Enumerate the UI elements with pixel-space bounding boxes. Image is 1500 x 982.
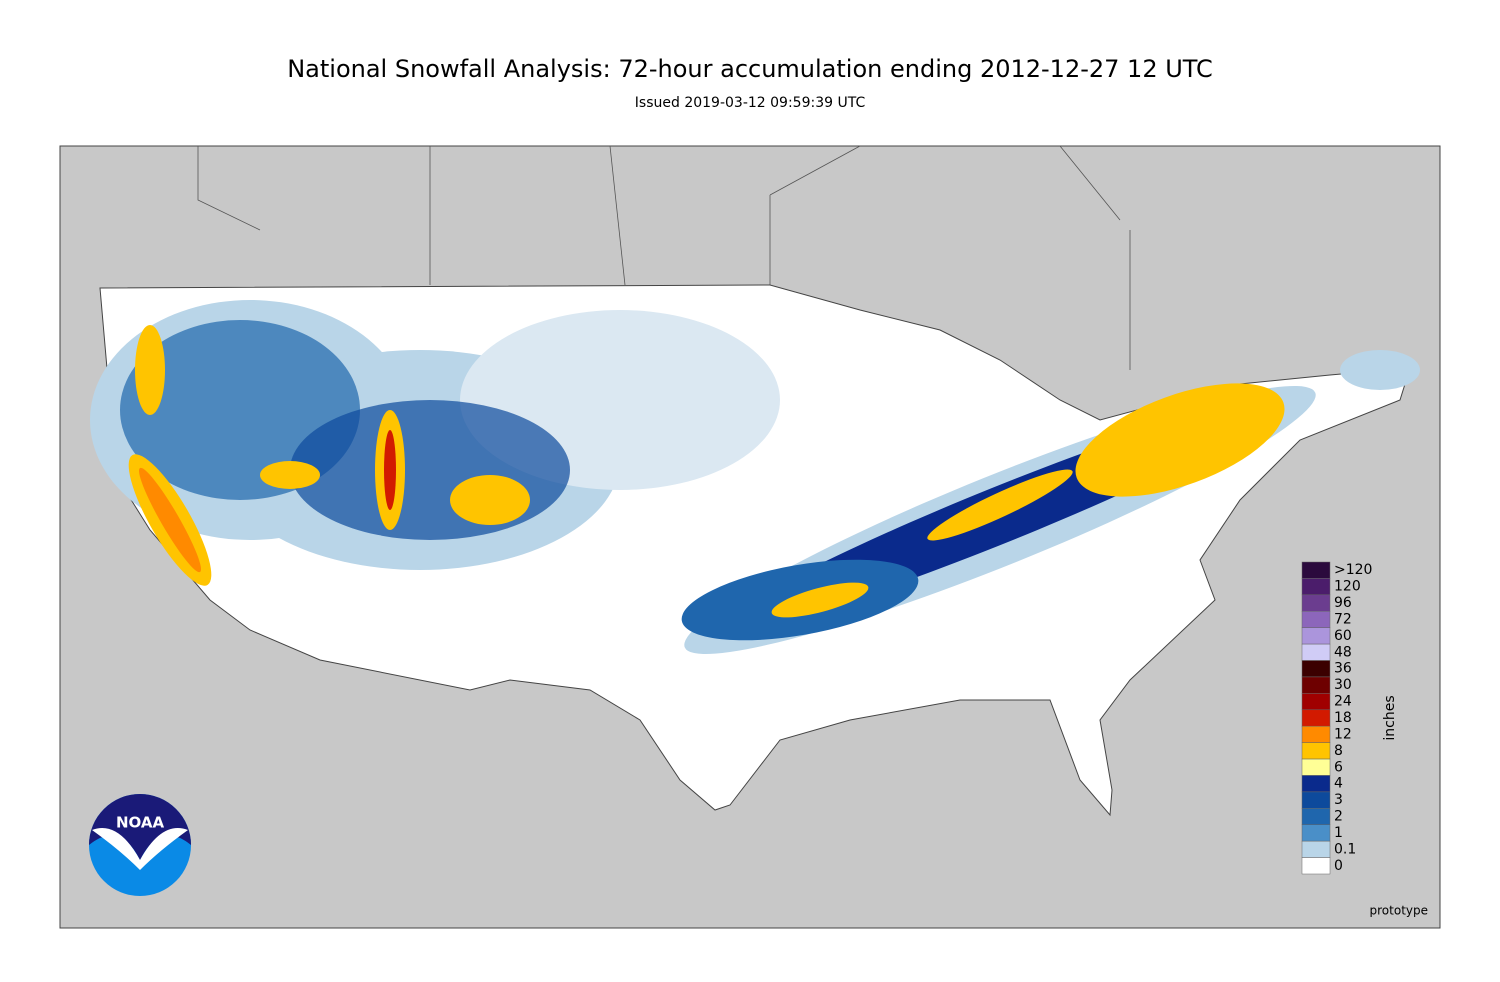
legend-swatch: [1301, 725, 1331, 743]
legend-label: 72: [1334, 611, 1352, 627]
prototype-note: prototype: [1370, 904, 1428, 918]
legend-label: 24: [1334, 694, 1352, 710]
legend-swatch: [1301, 758, 1331, 776]
noaa-logo: NOAA: [89, 794, 191, 896]
legend-swatch: [1301, 840, 1331, 858]
logo-text: NOAA: [116, 814, 165, 832]
legend-label: 96: [1334, 595, 1352, 611]
legend-swatch: [1301, 627, 1331, 645]
legend-swatch: [1301, 561, 1331, 579]
legend-label: 2: [1334, 809, 1343, 825]
legend-label: 4: [1334, 776, 1343, 792]
legend-swatch: [1301, 660, 1331, 678]
legend-swatch: [1301, 791, 1331, 809]
boundaries: [197, 145, 1131, 370]
legend-label: >120: [1334, 562, 1372, 578]
legend-label: 36: [1334, 661, 1352, 677]
legend-swatch: [1301, 775, 1331, 793]
legend-swatch: [1301, 824, 1331, 842]
legend-label: 48: [1334, 644, 1352, 660]
legend-swatch: [1301, 643, 1331, 661]
legend-label: 8: [1334, 743, 1343, 759]
legend-label: 0.1: [1334, 841, 1356, 857]
title: National Snowfall Analysis: 72-hour accu…: [287, 55, 1213, 83]
legend-swatch: [1301, 693, 1331, 711]
legend-swatch: [1301, 709, 1331, 727]
legend-swatch: [1301, 742, 1331, 760]
legend-swatch: [1301, 611, 1331, 628]
legend-swatch: [1301, 808, 1331, 825]
subtitle: Issued 2019-03-12 09:59:39 UTC: [635, 95, 866, 111]
legend-swatch: [1301, 594, 1331, 612]
legend-label: 30: [1334, 677, 1352, 693]
snow-field: [90, 300, 1420, 655]
legend-label: 6: [1334, 759, 1343, 775]
legend-label: 120: [1334, 579, 1361, 595]
legend-label: 0: [1334, 858, 1343, 874]
legend-label: 12: [1334, 726, 1352, 742]
legend-swatch: [1301, 676, 1331, 694]
legend-swatch: [1301, 578, 1331, 596]
legend-unit: inches: [1382, 695, 1398, 740]
legend-label: 18: [1334, 710, 1352, 726]
legend-label: 3: [1334, 792, 1343, 808]
legend-label: 60: [1334, 628, 1352, 644]
legend-swatch: [1301, 857, 1331, 875]
legend-label: 1: [1334, 825, 1343, 841]
